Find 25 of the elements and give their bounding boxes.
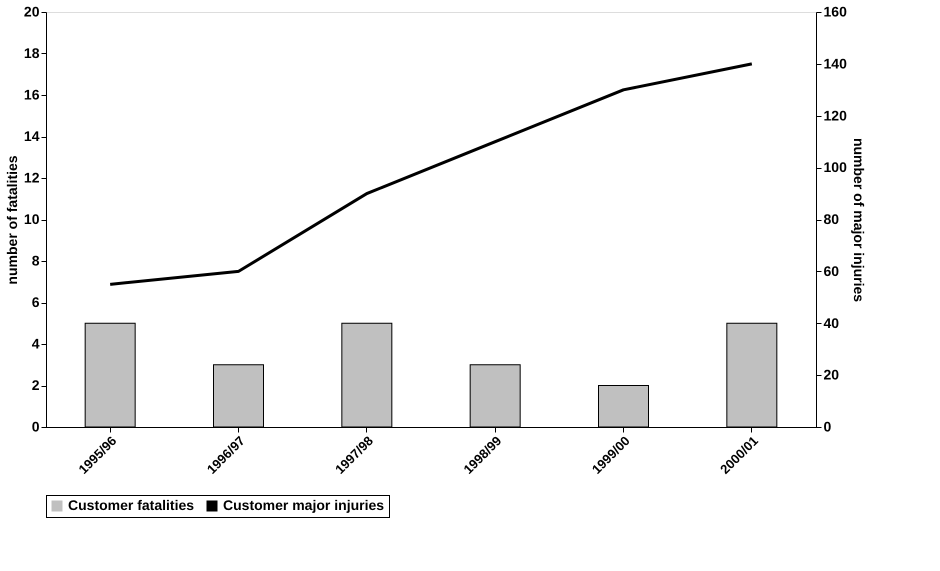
legend-label: Customer fatalities [68, 497, 194, 513]
y2-tick-label: 160 [824, 4, 848, 20]
y-axis-title: number of fatalities [4, 155, 20, 285]
y2-axis-title: number of major injuries [850, 138, 867, 302]
y2-tick-label: 120 [824, 107, 848, 124]
y-tick-label: 6 [32, 294, 40, 310]
y-tick-label: 16 [24, 86, 40, 102]
y2-tick-label: 100 [824, 159, 848, 176]
y-tick-label: 18 [24, 45, 40, 61]
y-tick-label: 4 [32, 336, 40, 352]
y-tick-label: 8 [32, 252, 40, 268]
y2-tick-label: 80 [824, 211, 840, 227]
y-tick-label: 20 [24, 4, 40, 20]
y-tick-label: 14 [24, 128, 40, 144]
y-tick-label: 12 [24, 170, 40, 186]
y-tick-label: 2 [32, 377, 40, 393]
line-series [108, 62, 754, 286]
y2-tick-label: 20 [824, 366, 840, 383]
y2-tick-label: 60 [824, 262, 840, 279]
y-tick-label: 0 [32, 418, 40, 434]
legend-label: Customer major injuries [223, 497, 384, 513]
y2-tick-label: 140 [824, 55, 848, 72]
y2-tick-label: 0 [824, 418, 832, 434]
y-tick-label: 10 [24, 211, 40, 227]
y2-tick-label: 40 [824, 314, 840, 331]
